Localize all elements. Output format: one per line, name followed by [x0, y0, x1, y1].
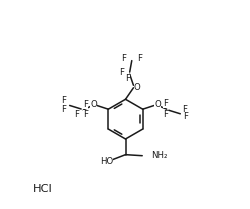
Text: F: F: [121, 54, 126, 63]
Text: F: F: [61, 96, 66, 105]
Text: F: F: [61, 105, 66, 114]
Text: HO: HO: [100, 157, 113, 167]
Text: F: F: [82, 100, 87, 109]
Text: HCl: HCl: [32, 184, 52, 194]
Text: F: F: [162, 99, 168, 108]
Text: O: O: [154, 100, 160, 109]
Text: F: F: [74, 110, 79, 119]
Text: O: O: [90, 100, 96, 109]
Text: O: O: [133, 83, 140, 92]
Text: F: F: [124, 74, 130, 83]
Text: F: F: [182, 112, 187, 121]
Text: NH₂: NH₂: [150, 151, 167, 160]
Text: F: F: [119, 68, 124, 77]
Text: F: F: [82, 110, 87, 119]
Text: F: F: [137, 54, 142, 63]
Text: F: F: [162, 110, 168, 119]
Text: F: F: [182, 105, 187, 114]
